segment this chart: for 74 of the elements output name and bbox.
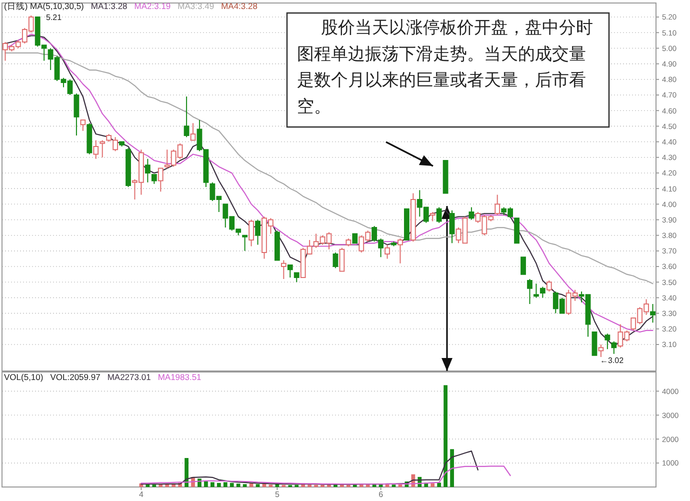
x-tick-label: 4 [138,490,144,499]
bar [223,482,228,487]
candlestick [280,260,286,280]
candlestick [190,122,196,141]
candlestick [100,140,106,158]
annotation: MA4:3.28 [221,1,258,11]
candlestick [534,283,539,298]
candlestick [242,234,248,252]
candlestick [126,148,131,188]
candlestick [144,158,150,183]
bar [184,458,188,487]
text: MA2:3.19 [134,1,171,11]
candlestick [527,278,532,304]
candlestick [404,208,410,241]
line-series [140,466,511,485]
candlestick [598,344,604,358]
candlestick [410,192,416,242]
text: MA2273.01 [107,372,152,382]
candlestick [86,122,92,155]
candlestick [540,286,546,298]
bar [242,484,247,487]
candlestick [398,238,403,264]
bar [204,481,208,487]
candlestick [158,168,164,192]
text: MA3:3.49 [178,1,214,11]
candlestick [274,230,280,261]
candlestick [384,244,390,260]
line-series [140,450,478,485]
candlestick [430,211,436,222]
candlestick [255,219,260,246]
candlestick [74,92,80,136]
candlestick [346,238,352,247]
bar [437,482,442,487]
candlestick [468,206,474,220]
bar [165,484,170,487]
candlestick [604,333,610,350]
annotation: 股价当天以涨停板价开盘，盘中分时图程单边振荡下滑走势。当天的成交量是数个月以来的巨量或者天量，后市看空。 [297,18,593,116]
annotation: ←3.02 [600,356,624,365]
candlestick [442,160,448,194]
candlestick [151,174,157,184]
candlestick [287,264,293,278]
candlestick [119,141,124,147]
candlestick [93,140,99,160]
candlestick [494,194,500,216]
chart-title: (日线) MA(5,10,30,5) [4,1,84,11]
candlestick [391,241,396,247]
bar [256,484,260,487]
candlestick [436,206,442,224]
chart-title: VOL(5,10) [4,372,44,382]
candlestick [294,272,300,283]
text: MA1:3.28 [90,1,128,11]
annotation: 5.21 [46,13,62,22]
candlestick [80,119,86,132]
candlestick [611,340,617,354]
bar [430,483,435,487]
candlestick [546,280,552,292]
candlestick [352,233,358,244]
candlestick [520,256,526,275]
annotation: VOL:2059.97 [50,372,101,382]
candlestick [514,218,520,244]
bar [450,449,454,487]
x-tick-label: 5 [274,490,280,499]
bar [216,482,221,487]
bar [230,482,234,487]
text: MA1983.51 [158,372,202,382]
bar [236,484,240,487]
bar [366,484,370,487]
candlestick [449,210,455,244]
candlestick [184,96,190,138]
bar [210,482,214,487]
bar [444,385,448,487]
x-tick-label: 6 [378,490,384,499]
candlestick [339,247,345,272]
candlestick [248,219,254,247]
